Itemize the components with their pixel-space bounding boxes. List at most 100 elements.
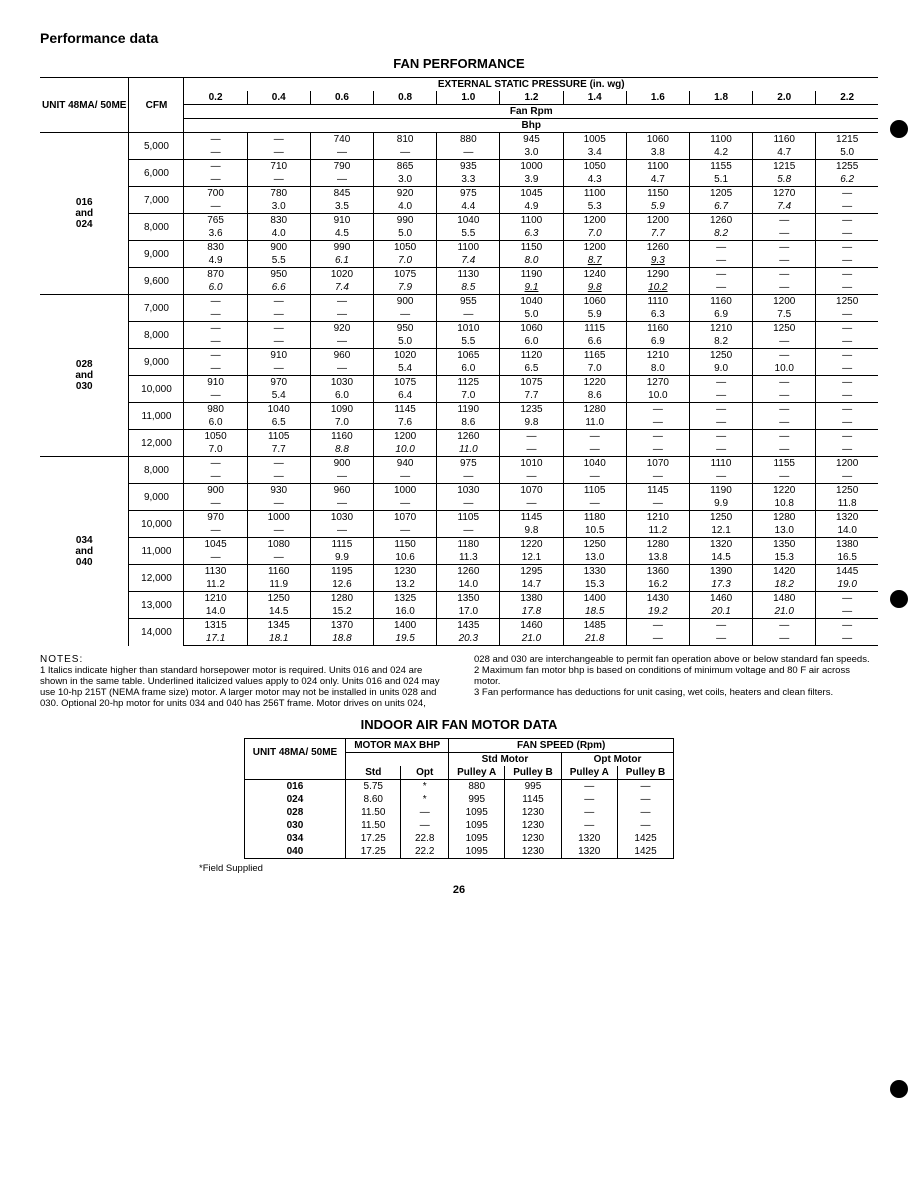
bhp-cell: 5.1 (689, 173, 752, 187)
bhp-cell: 3.9 (500, 173, 563, 187)
rpm-cell: 900 (184, 484, 247, 498)
bhp-cell: 17.1 (184, 632, 247, 646)
motor-cell: 1425 (617, 845, 673, 859)
cfm-cell: 9,000 (129, 349, 184, 376)
rpm-cell: 1260 (689, 214, 752, 228)
rpm-cell: 1060 (500, 322, 563, 336)
bhp-cell: — (816, 416, 878, 430)
pressure-col: 1.8 (689, 91, 752, 105)
bhp-cell: 15.2 (310, 605, 373, 619)
rpm-cell: — (753, 349, 816, 363)
rpm-cell: 1155 (689, 160, 752, 174)
bhp-cell: 8.0 (626, 362, 689, 376)
bhp-cell: — (374, 524, 437, 538)
bhp-cell: 20.3 (437, 632, 500, 646)
bhp-cell: — (500, 470, 563, 484)
rpm-cell: 1075 (500, 376, 563, 390)
rpm-cell: 1030 (310, 376, 373, 390)
rpm-cell: 1020 (374, 349, 437, 363)
bhp-cell: 6.9 (626, 335, 689, 349)
bhp-cell: 5.3 (563, 200, 626, 214)
motor-cell: 22.8 (401, 832, 449, 845)
bhp-cell: 6.7 (689, 200, 752, 214)
bhp-cell: 14.5 (247, 605, 310, 619)
rpm-cell: 1190 (500, 268, 563, 282)
bhp-cell: 4.2 (689, 146, 752, 160)
rpm-cell: 1000 (247, 511, 310, 525)
rpm-cell: 920 (310, 322, 373, 336)
rpm-cell: 1330 (563, 565, 626, 579)
rpm-cell: 1150 (500, 241, 563, 255)
rpm-cell: 1235 (500, 403, 563, 417)
rpm-cell: 930 (247, 484, 310, 498)
bhp-cell: — (816, 443, 878, 457)
rpm-cell: 1075 (374, 268, 437, 282)
bhp-cell: — (437, 470, 500, 484)
bhp-cell: 16.5 (816, 551, 878, 565)
rpm-cell: — (563, 430, 626, 444)
rpm-cell: 1110 (626, 295, 689, 309)
bhp-cell: 11.3 (437, 551, 500, 565)
rpm-cell: 950 (374, 322, 437, 336)
motor-cell: 016 (244, 780, 345, 794)
pressure-col: 2.0 (753, 91, 816, 105)
bhp-cell: 6.1 (310, 254, 373, 268)
bhp-cell: — (310, 335, 373, 349)
motor-cell: 028 (244, 806, 345, 819)
bhp-cell: 6.3 (500, 227, 563, 241)
mh-motor: MOTOR MAX BHP (346, 739, 449, 753)
note-1: 1 Italics indicate higher than standard … (40, 665, 444, 709)
bhp-cell: — (247, 308, 310, 322)
page-hole-1 (890, 120, 908, 138)
rpm-cell: 1125 (437, 376, 500, 390)
bhp-cell: 4.5 (310, 227, 373, 241)
rpm-cell: 990 (310, 241, 373, 255)
rpm-cell: 960 (310, 484, 373, 498)
mh-pa2: Pulley A (561, 766, 617, 780)
bhp-cell: 5.0 (374, 335, 437, 349)
rpm-cell: 1370 (310, 619, 373, 633)
rpm-cell: 1115 (310, 538, 373, 552)
motor-cell: 1230 (505, 845, 561, 859)
rpm-cell: 1060 (563, 295, 626, 309)
bhp-cell: — (626, 443, 689, 457)
pressure-col: 0.2 (184, 91, 247, 105)
motor-cell: 17.25 (346, 832, 401, 845)
rpm-cell: 1065 (437, 349, 500, 363)
mh-opt: Opt (401, 766, 449, 780)
rpm-cell: 1010 (500, 457, 563, 471)
rpm-cell: 900 (310, 457, 373, 471)
bhp-cell: — (310, 497, 373, 511)
bhp-cell: — (437, 524, 500, 538)
rpm-cell: 1220 (753, 484, 816, 498)
rpm-cell: — (184, 160, 247, 174)
bhp-cell: 10.2 (626, 281, 689, 295)
rpm-cell: 1260 (626, 241, 689, 255)
bhp-cell: — (374, 470, 437, 484)
bhp-cell: 9.1 (500, 281, 563, 295)
page-number: 26 (40, 884, 878, 896)
motor-cell: 1320 (561, 832, 617, 845)
bhp-cell: — (753, 632, 816, 646)
mh-stdmotor: Std Motor (449, 753, 562, 767)
rpm-cell: 900 (374, 295, 437, 309)
bhp-cell: 11.9 (247, 578, 310, 592)
bhp-cell: 6.0 (184, 281, 247, 295)
bhp-cell: 7.4 (310, 281, 373, 295)
rpm-cell: 1030 (310, 511, 373, 525)
rpm-cell: 1145 (374, 403, 437, 417)
rpm-cell: 1190 (437, 403, 500, 417)
bhp-cell: — (689, 470, 752, 484)
mh-std: Std (346, 766, 401, 780)
bhp-cell: 3.5 (310, 200, 373, 214)
bhp-cell: — (184, 389, 247, 403)
mh-fanspeed: FAN SPEED (Rpm) (449, 739, 674, 753)
bhp-cell: 4.0 (374, 200, 437, 214)
rpm-cell: 1250 (247, 592, 310, 606)
bhp-cell: — (816, 335, 878, 349)
rpm-cell: 945 (500, 133, 563, 147)
motor-cell: * (401, 780, 449, 794)
motor-cell: — (617, 806, 673, 819)
rpm-cell: — (247, 295, 310, 309)
bhp-cell: 7.0 (374, 254, 437, 268)
